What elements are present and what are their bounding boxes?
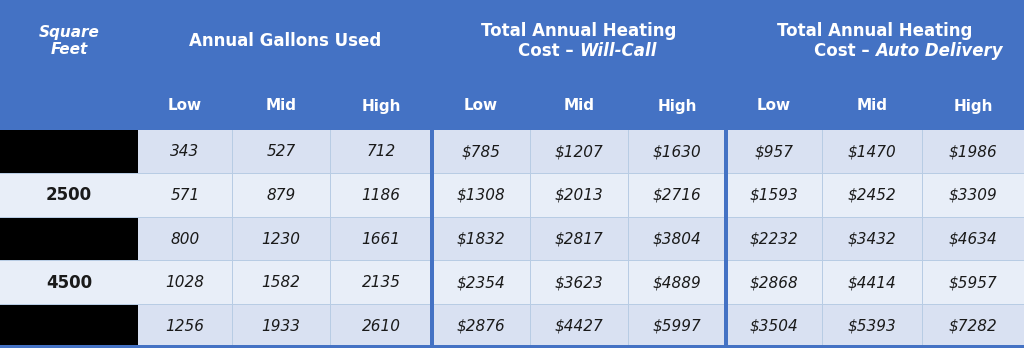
Text: $1630: $1630 xyxy=(652,144,701,159)
Text: $2868: $2868 xyxy=(750,275,799,290)
Bar xyxy=(138,130,1024,174)
Text: $5957: $5957 xyxy=(948,275,997,290)
Text: $1986: $1986 xyxy=(948,144,997,159)
Text: 712: 712 xyxy=(367,144,395,159)
Text: $4889: $4889 xyxy=(652,275,701,290)
Text: $2232: $2232 xyxy=(750,231,799,246)
Text: High: High xyxy=(657,98,696,113)
Text: Cost –: Cost – xyxy=(517,42,579,60)
Text: Cost –: Cost – xyxy=(814,42,874,60)
Text: $3804: $3804 xyxy=(652,231,701,246)
Text: $1207: $1207 xyxy=(555,144,603,159)
Text: 2500: 2500 xyxy=(46,187,92,204)
Text: $2354: $2354 xyxy=(457,275,506,290)
Bar xyxy=(0,130,138,174)
Text: $4634: $4634 xyxy=(948,231,997,246)
Text: $957: $957 xyxy=(755,144,794,159)
Text: 879: 879 xyxy=(266,188,296,203)
Text: $2452: $2452 xyxy=(848,188,896,203)
Text: Square: Square xyxy=(39,25,99,40)
Text: 1582: 1582 xyxy=(261,275,300,290)
Bar xyxy=(0,173,1024,174)
Text: High: High xyxy=(953,98,992,113)
Text: $1593: $1593 xyxy=(750,188,799,203)
Bar xyxy=(0,217,1024,218)
Text: $4427: $4427 xyxy=(555,319,603,334)
Text: Feet: Feet xyxy=(50,41,88,56)
Bar xyxy=(138,304,1024,348)
Text: 527: 527 xyxy=(266,144,296,159)
Text: Low: Low xyxy=(757,98,792,113)
Text: Mid: Mid xyxy=(563,98,595,113)
Text: 1933: 1933 xyxy=(261,319,300,334)
Text: Low: Low xyxy=(464,98,498,113)
Bar xyxy=(138,261,1024,304)
Text: $2716: $2716 xyxy=(652,188,701,203)
Text: Auto Delivery: Auto Delivery xyxy=(874,42,1002,60)
Text: Total Annual Heating: Total Annual Heating xyxy=(777,22,973,40)
Text: $1308: $1308 xyxy=(457,188,506,203)
Text: $3432: $3432 xyxy=(848,231,896,246)
Text: $2817: $2817 xyxy=(555,231,603,246)
Text: Will-Call: Will-Call xyxy=(579,42,656,60)
Bar xyxy=(0,174,138,217)
Text: $2013: $2013 xyxy=(555,188,603,203)
Text: Low: Low xyxy=(168,98,202,113)
Text: 2610: 2610 xyxy=(361,319,400,334)
Bar xyxy=(0,304,1024,305)
Text: Total Annual Heating: Total Annual Heating xyxy=(481,22,677,40)
Text: 1230: 1230 xyxy=(261,231,300,246)
Text: 571: 571 xyxy=(170,188,200,203)
Bar xyxy=(430,0,434,348)
Text: $7282: $7282 xyxy=(948,319,997,334)
Text: $2876: $2876 xyxy=(457,319,506,334)
Text: $3623: $3623 xyxy=(555,275,603,290)
Text: 343: 343 xyxy=(170,144,200,159)
Bar xyxy=(724,0,728,348)
Text: 1186: 1186 xyxy=(361,188,400,203)
Text: $1832: $1832 xyxy=(457,231,506,246)
Text: 1661: 1661 xyxy=(361,231,400,246)
Text: $3309: $3309 xyxy=(948,188,997,203)
Text: Mid: Mid xyxy=(856,98,888,113)
Text: 1256: 1256 xyxy=(166,319,205,334)
Text: $1470: $1470 xyxy=(848,144,896,159)
Text: 2135: 2135 xyxy=(361,275,400,290)
Text: $4414: $4414 xyxy=(848,275,896,290)
Text: Annual Gallons Used: Annual Gallons Used xyxy=(188,32,381,50)
Bar xyxy=(0,260,1024,261)
Bar xyxy=(138,174,1024,217)
Bar xyxy=(0,345,1024,348)
Bar xyxy=(138,217,1024,261)
Text: $5393: $5393 xyxy=(848,319,896,334)
Text: 800: 800 xyxy=(170,231,200,246)
Text: 1028: 1028 xyxy=(166,275,205,290)
Bar xyxy=(0,261,138,304)
Bar xyxy=(0,304,138,348)
Text: High: High xyxy=(361,98,400,113)
Text: $785: $785 xyxy=(462,144,501,159)
Text: $3504: $3504 xyxy=(750,319,799,334)
Text: 4500: 4500 xyxy=(46,274,92,292)
Bar xyxy=(0,217,138,261)
Text: $5997: $5997 xyxy=(652,319,701,334)
Text: Mid: Mid xyxy=(265,98,297,113)
